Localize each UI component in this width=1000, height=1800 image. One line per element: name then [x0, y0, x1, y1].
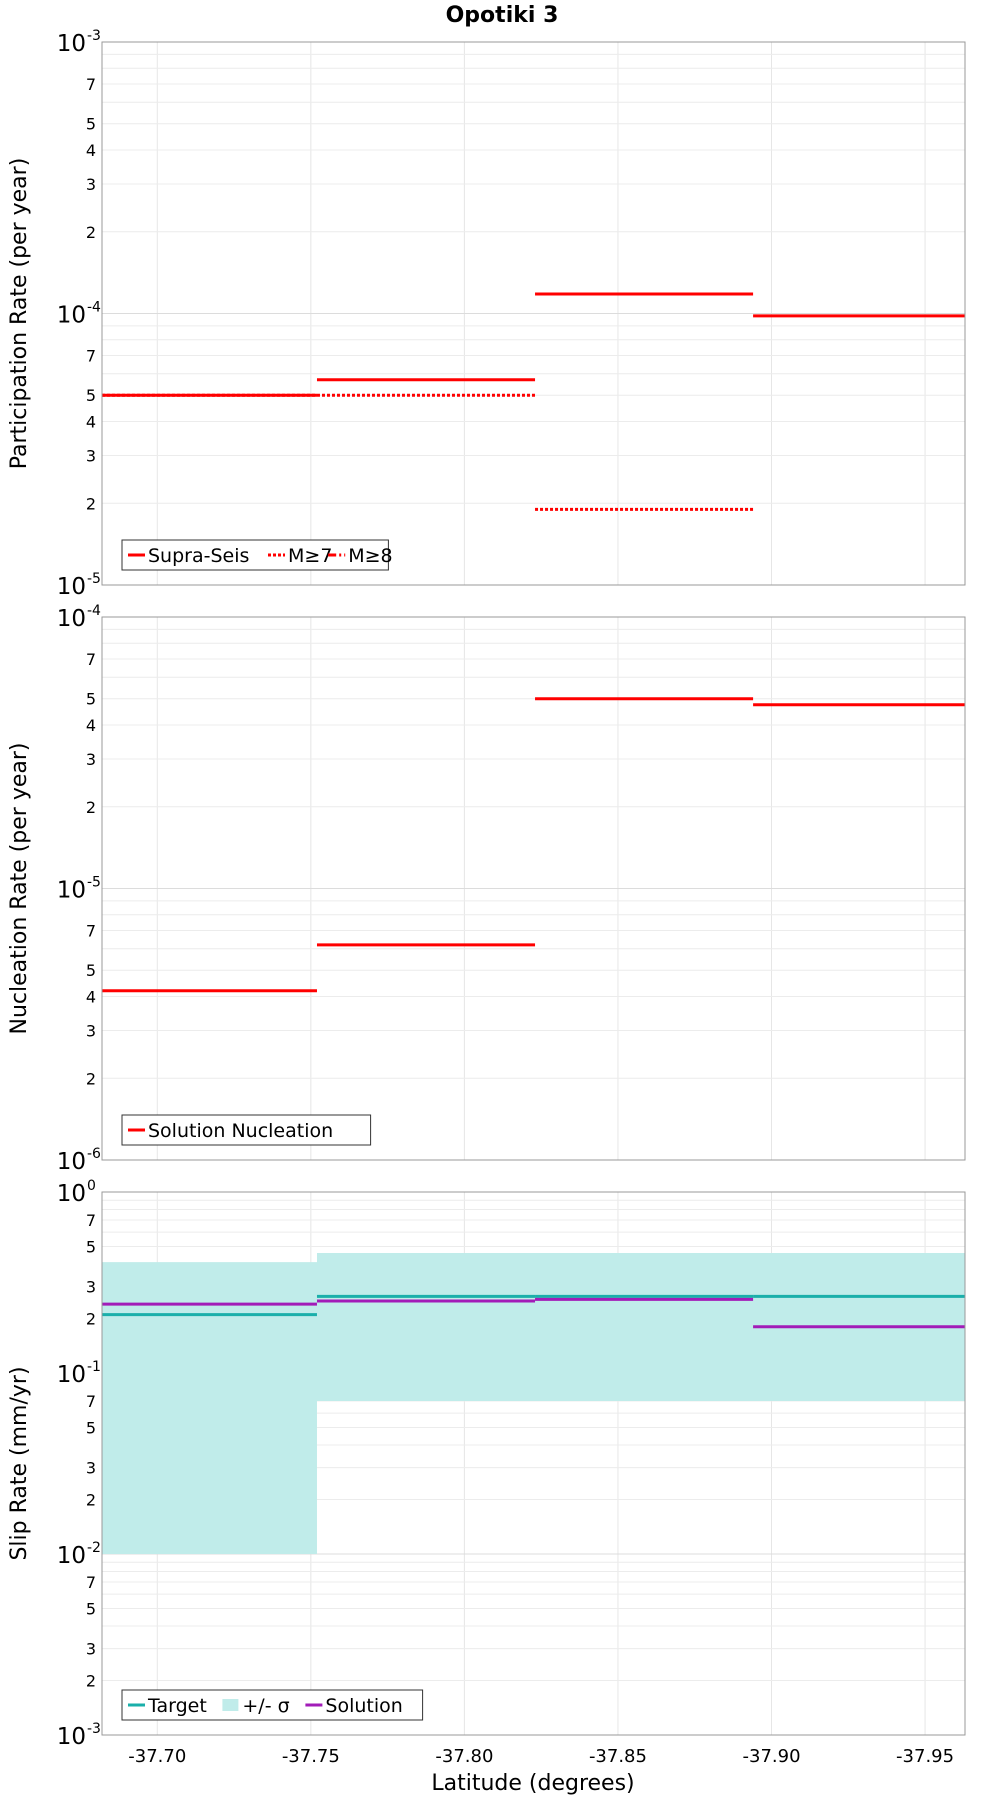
y-tick-label: 3	[86, 1278, 96, 1297]
y-decade-exponent: 0	[87, 1178, 96, 1194]
x-axis-label: Latitude (degrees)	[431, 1771, 634, 1796]
plot-frame	[101, 616, 966, 1161]
y-tick-label: 2	[86, 1491, 96, 1510]
y-tick-label: 7	[86, 1392, 96, 1411]
legend-label: M≥7	[288, 545, 332, 567]
y-tick-label: 4	[86, 141, 96, 160]
legend: Solution Nucleation	[121, 1114, 372, 1146]
y-tick-label: 4	[86, 413, 96, 432]
y-axis-label: Participation Rate (per year)	[7, 158, 32, 470]
x-tick-label: -37.70	[128, 1746, 186, 1767]
x-tick-label: -37.90	[743, 1746, 801, 1767]
y-tick-label: 2	[86, 494, 96, 513]
x-tick-label: -37.80	[435, 1746, 493, 1767]
y-tick-label: 7	[86, 922, 96, 941]
y-decade-label: 10	[57, 1181, 86, 1207]
legend: Supra-Seis M≥7 M≥8	[121, 539, 393, 571]
legend-box	[121, 539, 389, 571]
y-tick-label: 5	[86, 1418, 96, 1437]
y-decade-exponent: -6	[87, 1146, 101, 1162]
y-decade-exponent: -4	[87, 300, 101, 316]
y-decade-label: 10	[57, 1543, 86, 1569]
legend-label: +/- σ	[242, 1695, 289, 1717]
y-decade-label: 10	[57, 574, 86, 600]
legend-box	[121, 1689, 424, 1721]
y-tick-label: 5	[86, 1599, 96, 1618]
y-tick-label: 3	[86, 750, 96, 769]
y-decade-exponent: -1	[87, 1359, 101, 1375]
y-axis-label: Slip Rate (mm/yr)	[7, 1366, 32, 1560]
y-tick-label: 3	[86, 446, 96, 465]
legend-label: Solution Nucleation	[148, 1120, 333, 1142]
y-tick-label: 3	[86, 175, 96, 194]
y-tick-label: 7	[86, 1573, 96, 1592]
y-decade-label: 10	[57, 1149, 86, 1175]
y-decade-label: 10	[57, 878, 86, 904]
y-tick-label: 7	[86, 347, 96, 366]
y-tick-label: 2	[86, 1069, 96, 1088]
chart-title: Opotiki 3	[446, 3, 559, 28]
y-tick-label: 5	[86, 690, 96, 709]
x-tick-label: -37.75	[282, 1746, 340, 1767]
y-tick-label: 5	[86, 115, 96, 134]
y-decade-exponent: -4	[87, 603, 101, 619]
y-decade-label: 10	[57, 1362, 86, 1388]
y-decade-exponent: -3	[87, 28, 101, 44]
plot-frame	[101, 1191, 966, 1736]
y-tick-label: 3	[86, 1459, 96, 1478]
legend-label: Solution	[325, 1695, 402, 1717]
legend-label: Target	[147, 1695, 207, 1717]
y-tick-label: 5	[86, 1237, 96, 1256]
y-decade-exponent: -3	[87, 1721, 101, 1737]
legend-swatch	[222, 1699, 239, 1711]
x-tick-label: -37.95	[896, 1746, 954, 1767]
legend-box	[121, 1114, 372, 1146]
y-decade-label: 10	[57, 303, 86, 329]
y-tick-label: 3	[86, 1021, 96, 1040]
x-tick-label: -37.85	[589, 1746, 647, 1767]
y-tick-label: 5	[86, 961, 96, 980]
y-decade-exponent: -5	[87, 571, 101, 587]
y-tick-label: 2	[86, 223, 96, 242]
y-decade-exponent: -2	[87, 1540, 101, 1556]
y-tick-label: 7	[86, 75, 96, 94]
y-decade-label: 10	[57, 1724, 86, 1750]
legend-label: Supra-Seis	[148, 545, 249, 567]
plot-frame	[101, 41, 966, 586]
y-decade-label: 10	[57, 606, 86, 632]
y-tick-label: 7	[86, 1211, 96, 1230]
y-tick-label: 4	[86, 716, 96, 735]
y-tick-label: 2	[86, 798, 96, 817]
y-tick-label: 7	[86, 650, 96, 669]
sigma-band	[102, 1253, 965, 1554]
legend-label: M≥8	[348, 545, 392, 567]
y-decade-label: 10	[57, 31, 86, 57]
legend: Target +/- σ Solution	[121, 1689, 424, 1721]
y-decade-exponent: -5	[87, 875, 101, 891]
y-tick-label: 3	[86, 1640, 96, 1659]
y-tick-label: 5	[86, 386, 96, 405]
y-axis-label: Nucleation Rate (per year)	[7, 743, 32, 1035]
y-tick-label: 2	[86, 1672, 96, 1691]
y-tick-label: 2	[86, 1310, 96, 1329]
y-tick-label: 4	[86, 988, 96, 1007]
